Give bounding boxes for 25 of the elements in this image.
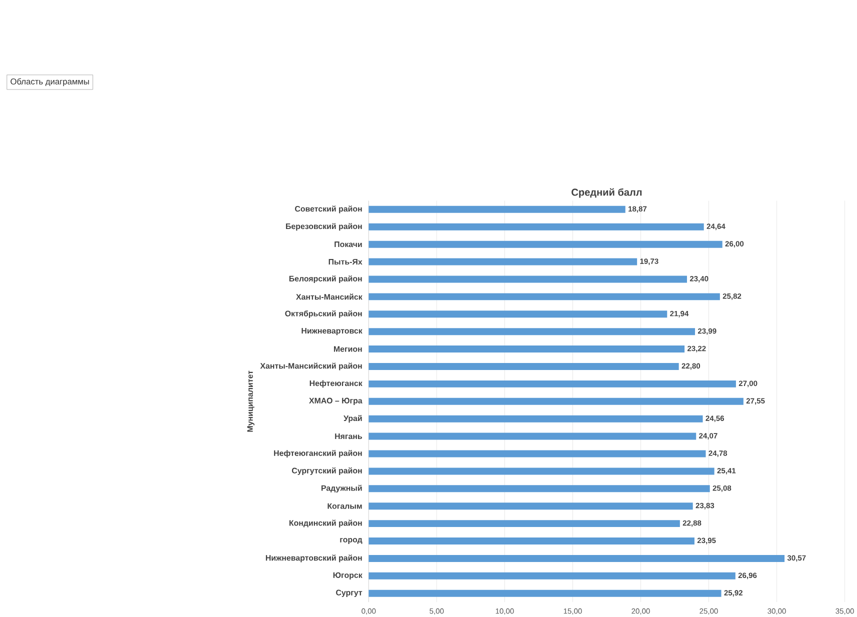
bar [368, 572, 736, 580]
bar [368, 223, 704, 230]
text: Область диаграммы [10, 78, 89, 86]
bar [368, 258, 638, 266]
bar [368, 520, 680, 527]
bar [368, 292, 720, 300]
bar [368, 590, 722, 597]
bar [368, 310, 668, 318]
bar [368, 345, 685, 352]
bar [368, 240, 722, 248]
bar [368, 276, 687, 283]
bar [368, 468, 714, 474]
bar [368, 362, 679, 370]
bar [368, 502, 693, 510]
bar [368, 398, 744, 405]
bar [368, 328, 696, 335]
chart-title: Средний балл [572, 188, 642, 198]
bar [368, 554, 785, 562]
bar [368, 380, 736, 388]
bar [368, 450, 706, 458]
bar [368, 415, 703, 422]
bar [368, 206, 626, 213]
bar [368, 484, 710, 492]
bar [368, 432, 696, 440]
bar [368, 537, 694, 544]
